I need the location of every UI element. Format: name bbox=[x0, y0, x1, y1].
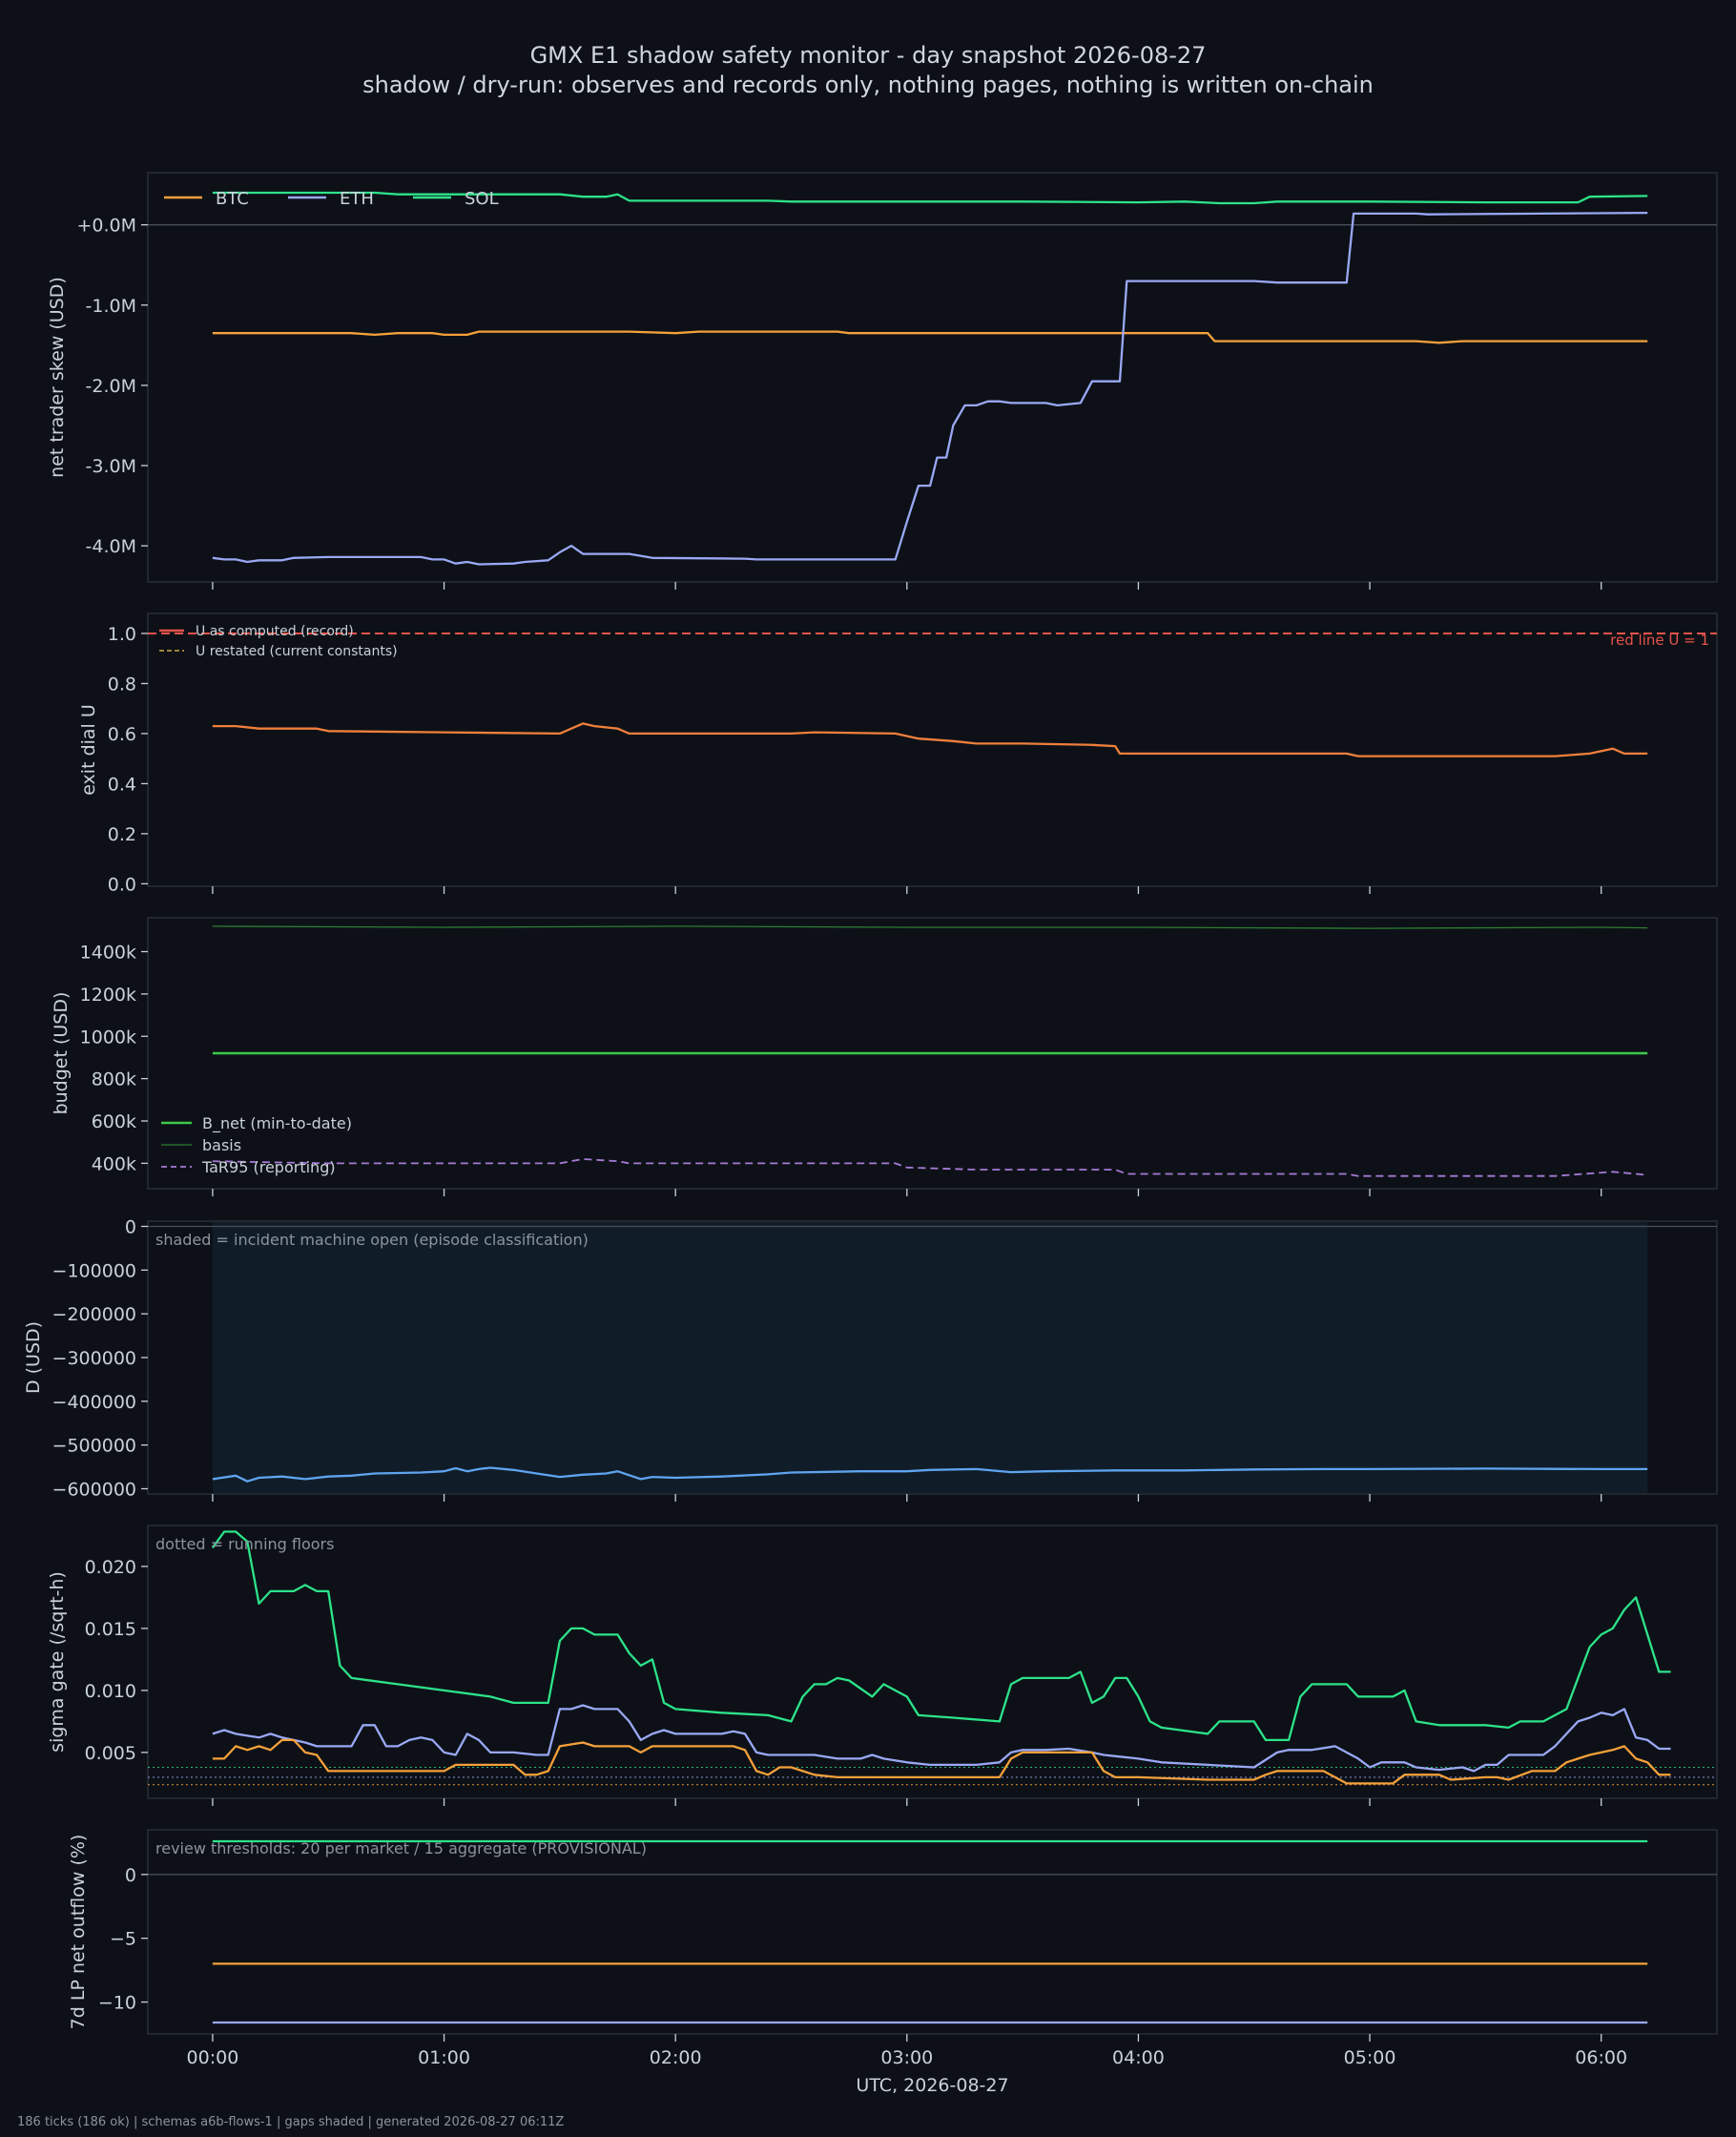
panel-1: +0.0M -1.0M -2.0M -3.0M -4.0M net trader skew… bbox=[47, 172, 1718, 590]
panel-annotation: review thresholds: 20 per market / 15 ag… bbox=[155, 1839, 647, 1857]
y-tick-label: −5 bbox=[110, 1929, 136, 1950]
panel-annotation: shaded = incident machine open (episode … bbox=[155, 1231, 589, 1249]
figure-title: GMX E1 shadow safety monitor - day snaps… bbox=[530, 42, 1207, 69]
x-tick-label: 03:00 bbox=[880, 2047, 933, 2068]
series-line-basis bbox=[212, 925, 1648, 929]
y-tick-label: 400k bbox=[92, 1153, 136, 1174]
legend-label: TaR95 (reporting) bbox=[201, 1158, 336, 1176]
x-tick-label: 06:00 bbox=[1575, 2047, 1627, 2068]
panel-2: 0.0 0.2 0.4 0.6 0.8 1.0 exit dial U red line U … bbox=[78, 612, 1718, 895]
panel-4: 0 −100000 −200000 −300000 −400000 −500000 −600… bbox=[23, 1217, 1718, 1502]
legend-label: basis bbox=[202, 1136, 241, 1154]
panel-frame bbox=[147, 612, 1718, 887]
series-line-u-as-computed-record- bbox=[212, 722, 1648, 757]
y-tick-label: −100000 bbox=[52, 1260, 136, 1281]
panel-frame bbox=[147, 1829, 1718, 2035]
panel-frame bbox=[147, 172, 1718, 583]
series-line-btc bbox=[212, 1738, 1671, 1785]
incident-shaded-span bbox=[212, 1222, 1648, 1493]
y-tick-label: 1200k bbox=[80, 985, 136, 1006]
y-axis-label: sigma gate (/sqrt-h) bbox=[47, 1571, 68, 1753]
panel-5: 0.005 0.010 0.015 0.020 sigma gate (/sqrt-h)… bbox=[47, 1525, 1718, 1806]
legend-label: U restated (current constants) bbox=[196, 644, 398, 659]
y-tick-label: 0.015 bbox=[85, 1619, 136, 1640]
y-tick-label: -1.0M bbox=[86, 296, 136, 317]
x-axis-label: UTC, 2026-08-27 bbox=[856, 2075, 1008, 2096]
figure-subtitle: shadow / dry-run: observes and records o… bbox=[362, 72, 1374, 98]
series-line-eth bbox=[212, 211, 1648, 566]
y-axis-label: net trader skew (USD) bbox=[47, 277, 68, 478]
panel-annotation: dotted = running floors bbox=[155, 1535, 334, 1553]
series-line-sol bbox=[211, 1530, 1671, 1742]
y-tick-label: −600000 bbox=[52, 1480, 136, 1501]
x-tick-label: 01:00 bbox=[418, 2047, 470, 2068]
y-tick-label: −500000 bbox=[52, 1436, 136, 1457]
y-tick-label: 0.2 bbox=[108, 824, 136, 845]
y-tick-label: −300000 bbox=[52, 1348, 136, 1369]
series-line-btc bbox=[212, 330, 1648, 344]
y-tick-label: -3.0M bbox=[86, 456, 136, 477]
y-tick-label: 0.010 bbox=[85, 1681, 136, 1702]
y-tick-label: 800k bbox=[92, 1069, 136, 1090]
x-tick-label: 04:00 bbox=[1112, 2047, 1165, 2068]
footer-status: 186 ticks (186 ok) | schemas a6b-flows-1… bbox=[17, 2115, 564, 2129]
legend-label: B_net (min-to-date) bbox=[202, 1114, 352, 1133]
y-tick-label: 1.0 bbox=[108, 624, 136, 645]
y-tick-label: 0 bbox=[125, 1865, 136, 1886]
y-tick-label: +0.0M bbox=[76, 216, 136, 237]
y-tick-label: 0.020 bbox=[85, 1557, 136, 1578]
y-tick-label: 0 bbox=[125, 1217, 136, 1238]
legend-label-btc: BTC bbox=[216, 189, 249, 209]
y-tick-label: -2.0M bbox=[86, 376, 136, 397]
panel-3: 400k 600k 800k 1000k 1200k 1400k budget (USD) B… bbox=[51, 917, 1718, 1196]
series-line-eth bbox=[212, 1704, 1671, 1773]
y-tick-label: -4.0M bbox=[86, 536, 136, 557]
y-tick-label: 1400k bbox=[80, 943, 136, 964]
legend-label: U as computed (record) bbox=[196, 624, 354, 639]
y-tick-label: −10 bbox=[98, 1993, 136, 2014]
y-axis-label: D (USD) bbox=[23, 1321, 44, 1394]
y-tick-label: 0.4 bbox=[108, 774, 136, 795]
y-tick-label: −200000 bbox=[52, 1304, 136, 1325]
panel-frame bbox=[147, 1525, 1718, 1799]
series-line bbox=[212, 1466, 1648, 1483]
x-tick-label: 02:00 bbox=[650, 2047, 702, 2068]
legend-label-sol: SOL bbox=[465, 189, 499, 209]
series-line-sol bbox=[212, 191, 1648, 205]
y-tick-label: 0.6 bbox=[108, 724, 136, 745]
y-tick-label: 0.8 bbox=[108, 674, 136, 695]
y-axis-label: 7d LP net outflow (%) bbox=[68, 1835, 89, 2030]
red-line-annotation: red line U = 1 bbox=[1610, 632, 1709, 649]
y-axis-label: exit dial U bbox=[78, 704, 99, 796]
x-tick-label: 05:00 bbox=[1344, 2047, 1396, 2068]
y-tick-label: 600k bbox=[92, 1111, 136, 1132]
series-line-tar95-reporting- bbox=[212, 1158, 1648, 1177]
panel-6: 0 −5 −10 7d LP net outflow (%) review thresh… bbox=[68, 1829, 1718, 2096]
x-tick-label: 00:00 bbox=[187, 2047, 239, 2068]
y-tick-label: −400000 bbox=[52, 1392, 136, 1413]
legend-label-eth: ETH bbox=[340, 189, 374, 209]
panels-group: +0.0M -1.0M -2.0M -3.0M -4.0M net trader skew… bbox=[23, 172, 1718, 2096]
y-tick-label: 0.0 bbox=[108, 874, 136, 895]
y-tick-label: 0.005 bbox=[85, 1743, 136, 1764]
y-axis-label: budget (USD) bbox=[51, 992, 72, 1115]
y-tick-label: 1000k bbox=[80, 1027, 136, 1048]
